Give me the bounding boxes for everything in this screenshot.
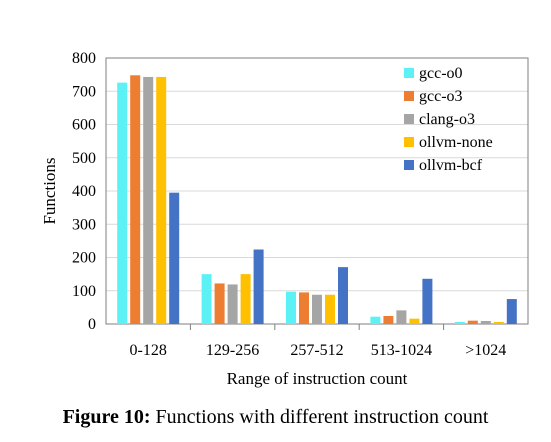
bar-ollvm-bcf->1024	[506, 299, 517, 324]
figure-caption-text: Functions with different instruction cou…	[150, 406, 489, 428]
bar-ollvm-bcf-0-128	[169, 192, 180, 324]
bar-gcc-o0-513-1024	[370, 316, 381, 324]
y-tick-label: 700	[72, 83, 96, 100]
bar-gcc-o3-0-128	[130, 75, 141, 324]
legend-label-clang-o3: clang-o3	[419, 111, 475, 128]
bar-chart: 0 100 200 300 400 500 600 700 800 0-128 129-256 25…	[40, 50, 529, 388]
y-tick-label: 500	[72, 150, 96, 167]
x-tick-label: 0-128	[130, 342, 167, 359]
bar-gcc-o0-0-128	[117, 82, 128, 324]
legend: gcc-o0 gcc-o3 clang-o3 ollvm-none ollvm-bcf	[404, 65, 493, 174]
y-tick-labels: 0 100 200 300 400 500 600 700 800	[72, 50, 96, 333]
y-tick-label: 400	[72, 183, 96, 200]
bars	[117, 75, 517, 324]
bar-gcc-o3-513-1024	[383, 316, 394, 324]
bar-clang-o3-0-128	[143, 76, 154, 324]
legend-label-ollvm-bcf: ollvm-bcf	[419, 157, 483, 174]
y-axis-title: Functions	[40, 157, 59, 224]
x-tick-labels: 0-128 129-256 257-512 513-1024 >1024	[130, 342, 507, 359]
legend-swatch-gcc-o0	[404, 68, 414, 78]
legend-swatch-ollvm-bcf	[404, 160, 414, 170]
figure-caption-label: Figure 10:	[62, 406, 151, 428]
bar-ollvm-bcf-257-512	[338, 267, 348, 324]
bar-gcc-o3->1024	[467, 320, 478, 324]
bar-clang-o3-129-256	[227, 284, 238, 324]
bar-gcc-o0-129-256	[201, 274, 212, 324]
bar-clang-o3-513-1024	[396, 310, 407, 324]
bar-ollvm-none-257-512	[325, 294, 335, 324]
legend-label-gcc-o0: gcc-o0	[419, 65, 463, 82]
x-axis-title: Range of instruction count	[227, 369, 408, 388]
bar-gcc-o0-257-512	[286, 291, 296, 324]
bar-ollvm-none->1024	[493, 322, 504, 324]
y-tick-label: 200	[72, 250, 96, 267]
legend-swatch-clang-o3	[404, 114, 414, 124]
legend-label-ollvm-none: ollvm-none	[419, 134, 493, 151]
legend-swatch-gcc-o3	[404, 91, 414, 101]
y-tick-label: 600	[72, 117, 96, 134]
legend-label-gcc-o3: gcc-o3	[419, 88, 463, 105]
bar-gcc-o3-129-256	[214, 283, 225, 324]
y-tick-label: 100	[72, 283, 96, 300]
bar-gcc-o3-257-512	[299, 292, 309, 324]
bar-ollvm-none-0-128	[156, 76, 167, 324]
x-tick-label: 129-256	[206, 342, 259, 359]
bar-clang-o3->1024	[480, 321, 491, 324]
bar-gcc-o0->1024	[454, 322, 465, 324]
bar-ollvm-none-129-256	[240, 274, 251, 324]
y-tick-label: 800	[72, 50, 96, 67]
bar-ollvm-none-513-1024	[409, 318, 420, 324]
y-tick-label: 300	[72, 216, 96, 233]
x-tick-label: 257-512	[290, 342, 343, 359]
figure-caption: Figure 10: Functions with different inst…	[0, 406, 551, 429]
bar-clang-o3-257-512	[312, 294, 322, 324]
bar-ollvm-bcf-129-256	[253, 249, 264, 324]
x-tick-label: >1024	[465, 342, 506, 359]
bar-ollvm-bcf-513-1024	[422, 278, 433, 324]
legend-swatch-ollvm-none	[404, 137, 414, 147]
x-tick-label: 513-1024	[371, 342, 432, 359]
y-tick-label: 0	[88, 316, 96, 333]
